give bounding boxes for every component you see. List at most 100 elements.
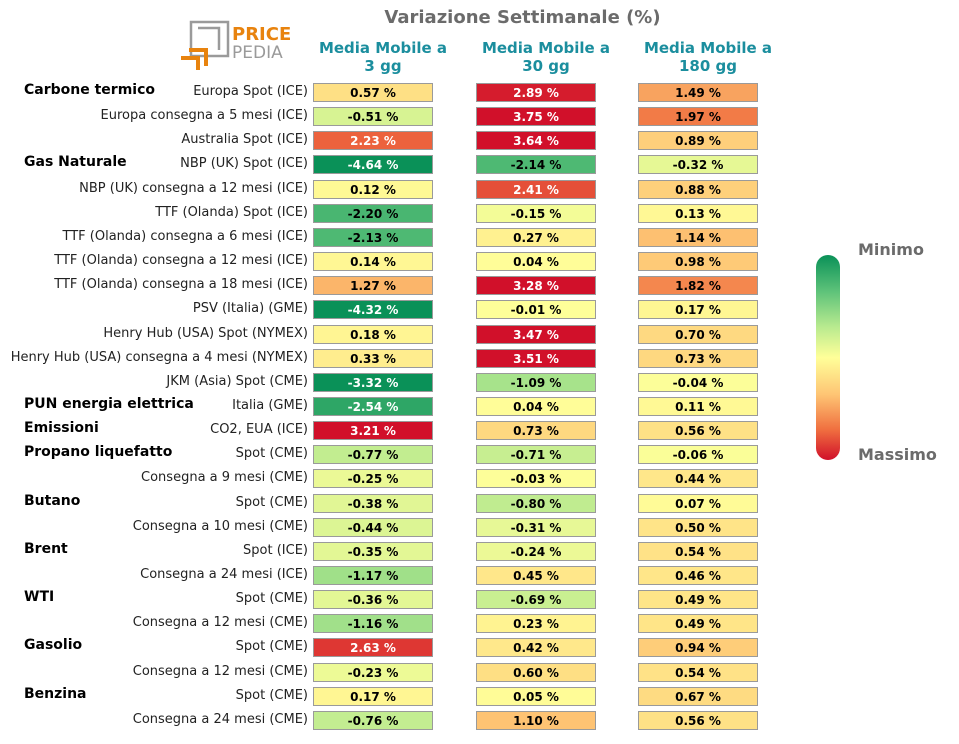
heatmap-cell: 3.47 %: [476, 324, 596, 344]
table-row: WTI Spot (CME) -0.36 % -0.69 % 0.49 %: [0, 589, 780, 613]
heatmap-cell: -0.71 %: [476, 445, 596, 465]
column-header-3gg-line2: 3 gg: [364, 57, 402, 75]
row-label: TTF (Olanda) consegna a 6 mesi (ICE): [62, 228, 308, 244]
heatmap-cell: 0.50 %: [638, 517, 758, 537]
heatmap-cell: 0.23 %: [476, 614, 596, 634]
row-label: Consegna a 9 mesi (CME): [141, 470, 308, 486]
heatmap-cell: -0.51 %: [313, 107, 433, 127]
heatmap-cell: 0.04 %: [476, 252, 596, 272]
heatmap-cell: 1.10 %: [476, 710, 596, 730]
row-label: Henry Hub (USA) Spot (NYMEX): [103, 325, 308, 341]
pricepedia-logo: PRICE PEDIA: [181, 20, 291, 70]
column-header-180gg-line2: 180 gg: [678, 57, 737, 75]
table-row: Gas Naturale NBP (UK) Spot (ICE) -4.64 % -2…: [0, 154, 780, 178]
heatmap-cell: 0.17 %: [313, 686, 433, 706]
heatmap-cell: -0.15 %: [476, 203, 596, 223]
heatmap-cell: -0.36 %: [313, 590, 433, 610]
heatmap-cell: 0.07 %: [638, 493, 758, 513]
heatmap-cell: 0.18 %: [313, 324, 433, 344]
heatmap-cell: 0.67 %: [638, 686, 758, 706]
column-header-30gg-line2: 30 gg: [522, 57, 570, 75]
row-label: Spot (CME): [235, 639, 308, 655]
group-label: Carbone termico: [24, 82, 155, 98]
row-label: Spot (ICE): [243, 542, 308, 558]
row-label: Italia (GME): [232, 397, 308, 413]
heatmap-cell: 0.57 %: [313, 83, 433, 102]
heatmap-cell: -0.06 %: [638, 445, 758, 465]
table-row: TTF (Olanda) consegna a 12 mesi (ICE) 0.1…: [0, 251, 780, 275]
table-row: TTF (Olanda) consegna a 18 mesi (ICE) 1.2…: [0, 275, 780, 299]
table-row: Gasolio Spot (CME) 2.63 % 0.42 % 0.94 %: [0, 637, 780, 661]
column-header-3gg-line1: Media Mobile a: [318, 39, 448, 57]
table-row: Europa consegna a 5 mesi (ICE) -0.51 % 3.7…: [0, 106, 780, 130]
heatmap-cell: 0.05 %: [476, 686, 596, 706]
heatmap-cell: -0.80 %: [476, 493, 596, 513]
logo-text-pedia: PEDIA: [232, 43, 283, 63]
table-row: Benzina Spot (CME) 0.17 % 0.05 % 0.67 %: [0, 686, 780, 710]
table-row: Consegna a 24 mesi (ICE) -1.17 % 0.45 % 0.4…: [0, 565, 780, 589]
heatmap-cell: 0.13 %: [638, 203, 758, 223]
table-row: Consegna a 12 mesi (CME) -0.23 % 0.60 % 0.5…: [0, 662, 780, 686]
heatmap-cell: 3.51 %: [476, 348, 596, 368]
heatmap-cell: -0.35 %: [313, 541, 433, 561]
table-row: TTF (Olanda) Spot (ICE) -2.20 % -0.15 % 0.1…: [0, 203, 780, 227]
row-label: Spot (CME): [235, 446, 308, 462]
group-label: Butano: [24, 492, 81, 509]
row-label: Europa consegna a 5 mesi (ICE): [100, 108, 308, 124]
row-label: NBP (UK) consegna a 12 mesi (ICE): [79, 180, 308, 196]
table-row: Henry Hub (USA) consegna a 4 mesi (NYMEX…: [0, 348, 780, 372]
column-header-30gg: Media Mobile a 30 gg: [456, 39, 636, 75]
table-row: JKM (Asia) Spot (CME) -3.32 % -1.09 % -0.04…: [0, 372, 780, 396]
chart-title: Variazione Settimanale (%): [384, 7, 661, 28]
row-label: Consegna a 12 mesi (CME): [132, 615, 308, 631]
row-label: TTF (Olanda) Spot (ICE): [155, 204, 308, 220]
legend-max-label: Massimo: [858, 445, 937, 464]
table-row: Butano Spot (CME) -0.38 % -0.80 % 0.07 %: [0, 493, 780, 517]
logo-text-price: PRICE: [232, 24, 291, 45]
table-row: Propano liquefatto Spot (CME) -0.77 % -0.71…: [0, 444, 780, 468]
row-label: Spot (CME): [235, 494, 308, 510]
heatmap-cell: 0.73 %: [476, 421, 596, 441]
heatmap-cell: 0.60 %: [476, 662, 596, 682]
table-row: Carbone termico Europa Spot (ICE) 0.57 % 2.…: [0, 82, 780, 106]
logo-frame-inner: [198, 26, 221, 50]
legend-min-label: Minimo: [858, 240, 924, 259]
heatmap-cell: 0.89 %: [638, 131, 758, 151]
row-label: Spot (CME): [235, 687, 308, 703]
row-label: Henry Hub (USA) consegna a 4 mesi (NYMEX…: [10, 349, 308, 365]
heatmap-cell: 1.49 %: [638, 83, 758, 102]
group-label: Gasolio: [24, 637, 83, 654]
heatmap-cell: 0.88 %: [638, 179, 758, 199]
group-label: WTI: [24, 589, 55, 606]
column-header-3gg: Media Mobile a 3 gg: [293, 39, 473, 75]
heatmap-cell: -0.23 %: [313, 662, 433, 682]
heatmap-cell: -2.54 %: [313, 396, 433, 416]
heatmap-cell: -2.14 %: [476, 155, 596, 175]
logo-orange-bar-2: [189, 48, 208, 66]
table-row: Australia Spot (ICE) 2.23 % 3.64 % 0.89 %: [0, 130, 780, 154]
heatmap-cell: -0.38 %: [313, 493, 433, 513]
group-label: Propano liquefatto: [24, 444, 173, 461]
heatmap-cell: 0.73 %: [638, 348, 758, 368]
table-row: Consegna a 24 mesi (CME) -0.76 % 1.10 % 0.5…: [0, 710, 780, 734]
heatmap-cell: -4.64 %: [313, 155, 433, 175]
heatmap-cell: 0.54 %: [638, 662, 758, 682]
heatmap-cell: 3.75 %: [476, 107, 596, 127]
heatmap-cell: -0.03 %: [476, 469, 596, 489]
row-label: Europa Spot (ICE): [193, 84, 308, 99]
heatmap-cell: -0.77 %: [313, 445, 433, 465]
row-label: JKM (Asia) Spot (CME): [166, 373, 308, 389]
heatmap-cell: -0.76 %: [313, 710, 433, 730]
heatmap-cell: 0.49 %: [638, 590, 758, 610]
table-row: PSV (Italia) (GME) -4.32 % -0.01 % 0.17 %: [0, 299, 780, 323]
heatmap-cell: -0.01 %: [476, 300, 596, 320]
heatmap-cell: 2.89 %: [476, 83, 596, 102]
heatmap-cell: 3.28 %: [476, 276, 596, 296]
heatmap-cell: 1.27 %: [313, 276, 433, 296]
heatmap-cell: 0.33 %: [313, 348, 433, 368]
heatmap-cell: 0.94 %: [638, 638, 758, 658]
row-label: CO2, EUA (ICE): [210, 422, 308, 438]
heatmap-cell: 2.41 %: [476, 179, 596, 199]
heatmap-cell: 0.04 %: [476, 396, 596, 416]
heatmap-cell: 0.27 %: [476, 227, 596, 247]
